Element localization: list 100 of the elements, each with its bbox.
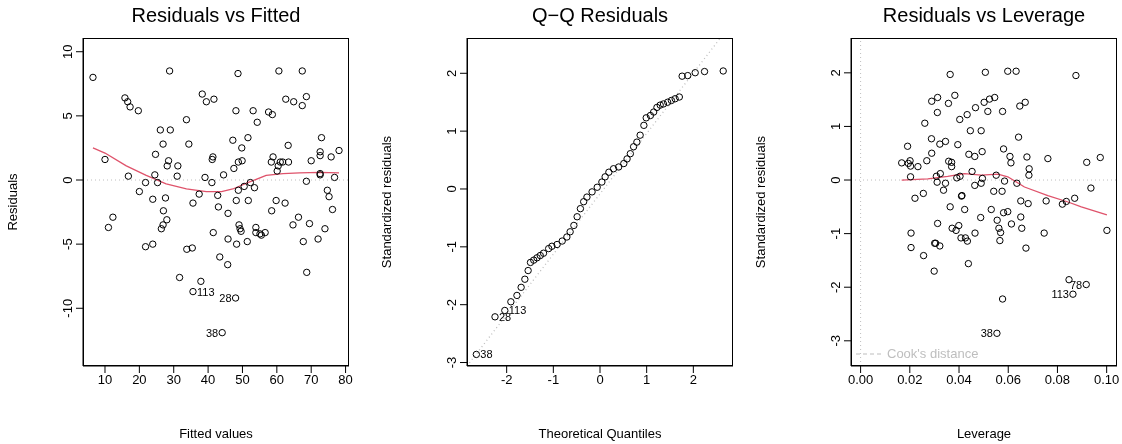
point: [653, 103, 661, 112]
point: [536, 251, 544, 260]
annotation: 38: [980, 326, 993, 341]
annotation: 38: [205, 325, 219, 340]
y-tick-label: -1: [444, 241, 459, 253]
x-tick-label: 2: [689, 372, 697, 388]
point: [605, 168, 613, 176]
point: [598, 178, 606, 186]
x-tick-label: 0.08: [1044, 372, 1071, 388]
point: [656, 101, 664, 109]
point: [521, 275, 529, 283]
x-tick-label: 10: [97, 372, 113, 388]
x-tick-label: 80: [338, 372, 353, 388]
chart-title: Q−Q Residuals: [530, 4, 670, 27]
x-tick-label: 20: [132, 372, 147, 388]
point: [601, 173, 609, 181]
point: [626, 150, 635, 158]
point: [663, 98, 672, 106]
point: [517, 283, 525, 292]
point: [593, 183, 601, 191]
point: [646, 111, 655, 120]
x-tick-label: 30: [166, 372, 181, 388]
x-axis-title: Theoretical Quantiles: [538, 426, 662, 441]
point: [649, 108, 658, 116]
point: [691, 69, 699, 77]
x-tick-label: -2: [500, 372, 513, 388]
point: [633, 138, 641, 146]
y-tick-label: -2: [828, 281, 843, 293]
point: [629, 143, 638, 151]
x-tick-label: 0.06: [995, 372, 1021, 388]
y-tick-label: 10: [60, 44, 75, 59]
point: [548, 242, 556, 250]
point: [570, 221, 578, 230]
y-axis-title: Standardized residuals: [378, 135, 394, 269]
y-tick-label: 0: [60, 176, 75, 184]
legend-label: Cook's distance: [887, 346, 979, 361]
annotation: 78: [1070, 277, 1083, 292]
point: [675, 93, 684, 101]
y-tick-label: 0: [444, 185, 459, 193]
point: [563, 233, 571, 241]
point: [524, 266, 532, 275]
y-axis-title: Residuals: [4, 172, 20, 231]
x-tick-label: 60: [269, 372, 285, 388]
x-tick-label: 0.00: [847, 372, 874, 388]
x-tick-label: 1: [643, 372, 651, 388]
y-tick-label: 5: [60, 112, 75, 120]
point: [566, 228, 574, 236]
point: [614, 163, 623, 171]
annotation: 113: [196, 284, 215, 299]
y-tick-label: -3: [828, 335, 843, 347]
y-tick-label: -10: [60, 298, 75, 318]
point: [583, 193, 591, 201]
x-tick-label: 0.04: [946, 372, 972, 388]
x-axis-title: Fitted values: [179, 426, 254, 441]
point: [678, 72, 686, 80]
point: [588, 188, 596, 196]
point: [507, 298, 515, 306]
x-tick-label: 40: [200, 372, 216, 388]
point: [513, 291, 521, 300]
x-axis-title: Leverage: [956, 426, 1012, 441]
point: [719, 67, 727, 75]
y-tick-label: -5: [60, 238, 75, 250]
point: [553, 240, 561, 249]
point: [620, 159, 628, 168]
y-tick-label: 0: [828, 176, 843, 184]
x-tick-label: -1: [547, 372, 560, 388]
point: [623, 155, 631, 163]
point: [533, 254, 541, 262]
point: [667, 96, 676, 105]
point: [636, 131, 644, 139]
y-tick-label: -2: [444, 298, 459, 311]
point: [472, 350, 481, 359]
line-series: [901, 172, 1108, 216]
point: [684, 71, 692, 80]
point: [671, 95, 679, 103]
annotation: 28: [499, 310, 512, 324]
point: [640, 121, 648, 130]
y-tick-label: 2: [444, 69, 459, 77]
point: [526, 258, 535, 267]
y-axis-title: Standardized residuals: [752, 135, 768, 269]
x-tick-label: 70: [303, 372, 319, 388]
chart-title: Residuals vs Leverage: [881, 4, 1087, 27]
y-tick-label: 1: [828, 122, 843, 131]
point: [609, 165, 618, 173]
x-tick-label: 0: [596, 372, 604, 388]
y-tick-label: -1: [828, 227, 843, 240]
annotation: 38: [480, 347, 493, 362]
point: [544, 244, 553, 253]
point: [539, 249, 548, 257]
point: [558, 237, 566, 245]
point: [700, 67, 709, 76]
y-tick-label: 2: [828, 69, 843, 77]
x-tick-label: 0.10: [1094, 372, 1120, 388]
point: [642, 114, 650, 122]
point: [579, 198, 588, 206]
point: [530, 256, 538, 264]
point: [573, 213, 581, 221]
point: [659, 100, 668, 108]
annotation: 28: [219, 291, 232, 305]
x-tick-label: 0.02: [897, 372, 923, 388]
